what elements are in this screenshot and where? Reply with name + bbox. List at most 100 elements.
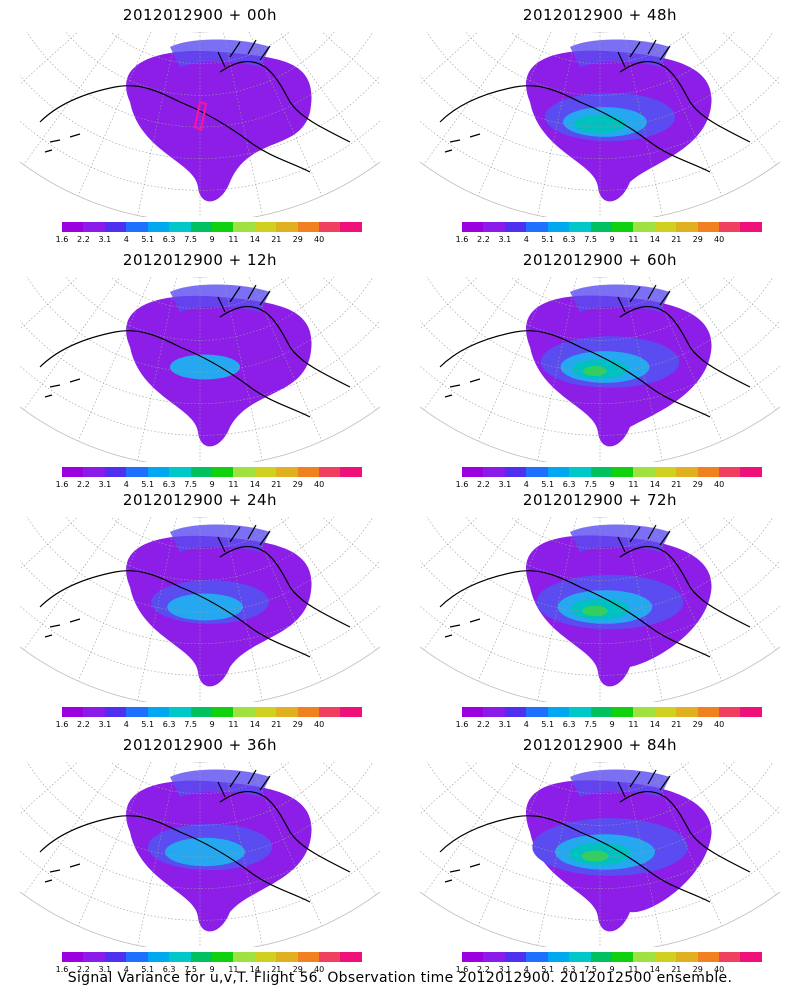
variance-region bbox=[170, 524, 270, 552]
colorbar-swatch bbox=[719, 467, 741, 477]
forecast-map bbox=[339, 461, 800, 708]
forecast-panel: 2012012900 + 60h 1.6 2.2 3.1 4 5.1 6.3 7.5 9 11 14… bbox=[339, 221, 800, 490]
forecast-map bbox=[0, 461, 461, 708]
colorbar bbox=[462, 467, 762, 477]
colorbar-tick-label: 4 bbox=[523, 965, 529, 974]
colorbar-swatch bbox=[611, 952, 634, 962]
colorbar-tick-label: 6.3 bbox=[562, 235, 576, 244]
colorbar-ticks: 1.6 2.2 3.1 4 5.1 6.3 7.5 9 11 14 21 29 40 bbox=[456, 720, 762, 730]
forecast-panel: 2012012900 + 84h 1.6 2.2 3.1 4 5.1 6.3 7.5 9 11 14… bbox=[339, 706, 800, 975]
colorbar-tick-label: 2.2 bbox=[77, 965, 90, 974]
colorbar-tick-label: 7.5 bbox=[584, 965, 597, 974]
colorbar-swatch bbox=[654, 707, 677, 717]
colorbar-tick-label: 11 bbox=[628, 235, 639, 244]
colorbar-ticks: 1.6 2.2 3.1 4 5.1 6.3 7.5 9 11 14 21 29 40 bbox=[456, 235, 762, 245]
colorbar-swatch bbox=[504, 707, 527, 717]
colorbar-tick-label: 6.3 bbox=[162, 965, 176, 974]
flight-track bbox=[193, 100, 208, 132]
forecast-panel: 2012012900 + 36h 1.6 2.2 3.1 4 5.1 6.3 7.5 9 11 14… bbox=[0, 706, 461, 975]
forecast-panel: 2012012900 + 48h 1.6 2.2 3.1 4 5.1 6.3 7.5 9 11 14… bbox=[339, 0, 800, 245]
colorbar-tick-label: 3.1 bbox=[498, 235, 512, 244]
colorbar-swatch bbox=[319, 952, 341, 962]
colorbar-swatch bbox=[190, 467, 212, 477]
colorbar-tick-label: 29 bbox=[692, 235, 703, 244]
colorbar-swatch bbox=[340, 952, 362, 962]
colorbar-swatch bbox=[740, 222, 762, 232]
colorbar-swatch bbox=[504, 467, 527, 477]
colorbar-swatch bbox=[276, 467, 298, 477]
colorbar-swatch bbox=[233, 952, 255, 962]
variance-region bbox=[582, 605, 608, 617]
colorbar-swatch bbox=[126, 222, 148, 232]
variance-region bbox=[170, 39, 270, 67]
colorbar-tick-label: 9 bbox=[609, 480, 615, 489]
colorbar-tick-label: 1.6 bbox=[455, 480, 469, 489]
panel-title: 2012012900 + 36h bbox=[122, 736, 278, 754]
colorbar-tick-label: 2.2 bbox=[477, 965, 490, 974]
colorbar-swatch bbox=[654, 222, 677, 232]
colorbar-swatch bbox=[483, 707, 505, 717]
colorbar-tick-label: 4 bbox=[523, 720, 529, 729]
colorbar-swatch bbox=[569, 952, 591, 962]
colorbar-swatch bbox=[590, 952, 612, 962]
colorbar-tick-label: 40 bbox=[714, 480, 725, 489]
forecast-map bbox=[339, 0, 800, 223]
colorbar-swatch bbox=[633, 952, 655, 962]
forecast-panel: 2012012900 + 72h 1.6 2.2 3.1 4 5.1 6.3 7.5 9 11 14… bbox=[339, 461, 800, 730]
colorbar-swatch bbox=[190, 952, 212, 962]
colorbar-swatch bbox=[633, 467, 655, 477]
colorbar-tick-label: 21 bbox=[271, 235, 282, 244]
colorbar-swatch bbox=[233, 707, 255, 717]
colorbar bbox=[62, 467, 362, 477]
colorbar-tick-label: 2.2 bbox=[477, 235, 490, 244]
colorbar-swatch bbox=[190, 222, 212, 232]
colorbar-swatch bbox=[611, 707, 634, 717]
colorbar-swatch bbox=[740, 467, 762, 477]
colorbar-tick-label: 29 bbox=[292, 480, 303, 489]
colorbar-swatch bbox=[297, 952, 320, 962]
colorbar-tick-label: 21 bbox=[671, 235, 682, 244]
colorbar-swatch bbox=[526, 467, 548, 477]
colorbar-tick-label: 11 bbox=[228, 480, 239, 489]
colorbar-tick-label: 14 bbox=[249, 235, 260, 244]
colorbar-swatch bbox=[462, 222, 484, 232]
colorbar-tick-label: 40 bbox=[314, 480, 325, 489]
colorbar-swatch bbox=[526, 707, 548, 717]
colorbar bbox=[462, 222, 762, 232]
colorbar-swatch bbox=[147, 222, 170, 232]
colorbar-swatch bbox=[83, 222, 105, 232]
colorbar bbox=[462, 952, 762, 962]
colorbar-swatch bbox=[740, 952, 762, 962]
colorbar-tick-label: 6.3 bbox=[162, 235, 176, 244]
colorbar bbox=[62, 707, 362, 717]
colorbar-swatch bbox=[297, 707, 320, 717]
colorbar-swatch bbox=[590, 222, 612, 232]
variance-region bbox=[126, 50, 312, 202]
colorbar-tick-label: 1.6 bbox=[55, 965, 69, 974]
colorbar-tick-label: 2.2 bbox=[477, 480, 490, 489]
colorbar-swatch bbox=[569, 222, 591, 232]
colorbar-tick-label: 1.6 bbox=[455, 965, 469, 974]
coastline bbox=[39, 39, 351, 173]
colorbar-swatch bbox=[697, 467, 720, 477]
colorbar-tick-label: 5.1 bbox=[141, 965, 155, 974]
colorbar-tick-label: 4 bbox=[523, 235, 529, 244]
colorbar-tick-label: 3.1 bbox=[98, 480, 112, 489]
panel-title: 2012012900 + 24h bbox=[122, 491, 278, 509]
colorbar-swatch bbox=[340, 222, 362, 232]
colorbar-swatch bbox=[611, 467, 634, 477]
colorbar-swatch bbox=[590, 467, 612, 477]
colorbar-ticks: 1.6 2.2 3.1 4 5.1 6.3 7.5 9 11 14 21 29 40 bbox=[56, 235, 362, 245]
colorbar-swatch bbox=[504, 222, 527, 232]
colorbar-swatch bbox=[147, 952, 170, 962]
colorbar-tick-label: 40 bbox=[714, 965, 725, 974]
forecast-map bbox=[0, 0, 461, 223]
colorbar-tick-label: 2.2 bbox=[77, 720, 90, 729]
colorbar-swatch bbox=[62, 222, 84, 232]
colorbar-tick-label: 29 bbox=[692, 720, 703, 729]
colorbar-tick-label: 6.3 bbox=[562, 720, 576, 729]
variance-region bbox=[570, 769, 670, 797]
colorbar-swatch bbox=[676, 222, 698, 232]
colorbar-tick-label: 5.1 bbox=[541, 720, 555, 729]
colorbar-swatch bbox=[276, 707, 298, 717]
